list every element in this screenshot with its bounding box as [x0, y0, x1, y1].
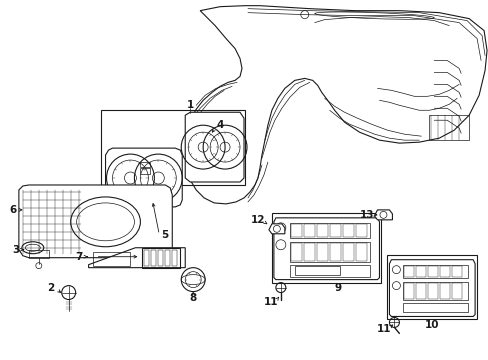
Bar — [165, 250, 170, 266]
Text: 8: 8 — [189, 293, 197, 302]
Bar — [403, 282, 467, 300]
Bar — [158, 250, 163, 266]
Bar — [140, 162, 150, 167]
Bar — [303, 224, 314, 237]
Text: 1: 1 — [186, 100, 193, 110]
Bar — [451, 266, 461, 276]
Polygon shape — [88, 248, 185, 268]
Bar — [316, 243, 327, 261]
Text: 4: 4 — [216, 120, 224, 130]
Bar — [290, 224, 301, 237]
Bar — [303, 243, 314, 261]
Polygon shape — [105, 148, 182, 207]
Bar — [355, 224, 366, 237]
Bar — [172, 250, 177, 266]
Bar — [415, 283, 426, 298]
Bar — [342, 224, 353, 237]
Bar — [439, 283, 449, 298]
Text: 3: 3 — [12, 245, 20, 255]
Text: 11: 11 — [376, 324, 391, 334]
Polygon shape — [273, 218, 379, 280]
Bar — [289, 223, 369, 238]
Bar — [101, 110, 244, 185]
Bar — [151, 250, 156, 266]
Text: 2: 2 — [47, 283, 54, 293]
Text: 6: 6 — [9, 205, 17, 215]
Bar — [144, 250, 149, 266]
Bar — [386, 255, 476, 319]
Polygon shape — [268, 224, 285, 234]
Bar — [451, 283, 461, 298]
Text: 12: 12 — [250, 215, 264, 225]
Text: 9: 9 — [333, 283, 341, 293]
Text: 10: 10 — [424, 320, 439, 330]
Polygon shape — [388, 260, 474, 316]
Bar — [294, 266, 339, 275]
Bar — [29, 250, 49, 258]
Bar — [439, 266, 449, 276]
Bar — [329, 243, 340, 261]
Bar — [403, 302, 467, 312]
Bar — [427, 266, 437, 276]
Text: 7: 7 — [75, 252, 82, 262]
Text: 5: 5 — [162, 230, 168, 240]
Bar — [316, 224, 327, 237]
Bar — [428, 115, 468, 140]
Bar — [290, 243, 301, 261]
Bar — [289, 242, 369, 262]
Text: 13: 13 — [360, 210, 374, 220]
Bar — [92, 252, 130, 266]
Polygon shape — [19, 185, 172, 258]
Text: 11: 11 — [263, 297, 278, 306]
Bar — [355, 243, 366, 261]
Bar — [329, 224, 340, 237]
Bar — [289, 265, 369, 276]
Bar — [271, 213, 381, 283]
Bar — [427, 283, 437, 298]
Polygon shape — [374, 210, 392, 220]
Bar — [342, 243, 353, 261]
Bar — [415, 266, 426, 276]
Bar — [404, 283, 413, 298]
Polygon shape — [185, 112, 244, 182]
Bar — [140, 168, 150, 174]
Bar — [404, 266, 413, 276]
Bar — [403, 265, 467, 278]
